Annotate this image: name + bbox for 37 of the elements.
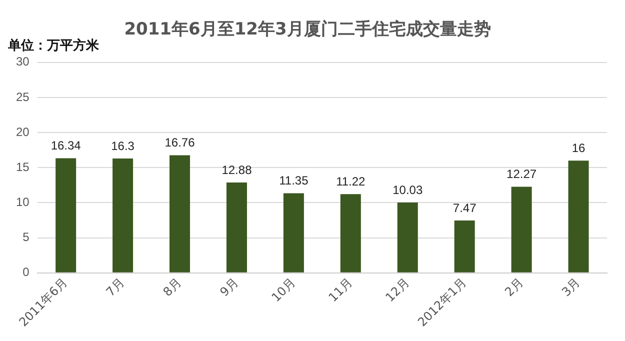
y-tick-label: 0 xyxy=(22,265,30,280)
x-tick-label: 2月 xyxy=(502,275,526,300)
bar xyxy=(397,202,418,272)
x-tick-label: 7月 xyxy=(103,275,128,300)
bar xyxy=(283,193,304,272)
x-tick-label: 12月 xyxy=(382,275,412,305)
data-label: 11.35 xyxy=(279,174,309,188)
y-axis-title: 单位：万平方米 xyxy=(7,37,100,54)
data-label: 7.47 xyxy=(452,200,477,215)
bar xyxy=(112,158,134,272)
y-tick-label: 10 xyxy=(16,195,30,210)
y-tick-label: 5 xyxy=(22,230,30,244)
data-label: 16.3 xyxy=(111,138,135,153)
x-tick-label: 9月 xyxy=(217,275,242,300)
x-tick-label: 8月 xyxy=(160,275,184,300)
bar xyxy=(226,182,247,272)
x-tick-label: 3月 xyxy=(559,275,583,300)
x-tick-label: 11月 xyxy=(326,275,355,305)
data-label: 11.22 xyxy=(336,174,366,188)
data-label: 16 xyxy=(572,140,586,155)
y-tick-label: 30 xyxy=(16,54,30,69)
y-tick-label: 15 xyxy=(16,160,30,174)
bar xyxy=(56,158,76,272)
bar xyxy=(170,155,190,272)
data-label: 16.34 xyxy=(50,138,82,153)
bar xyxy=(511,186,532,272)
data-label: 12.27 xyxy=(506,167,537,182)
data-label: 12.88 xyxy=(222,162,252,177)
data-label: 16.76 xyxy=(164,136,196,150)
bar xyxy=(454,220,475,272)
chart-title: 2011年6月至12年3月厦门二手住宅成交量走势 xyxy=(124,20,491,40)
x-tick-label: 10月 xyxy=(268,275,298,305)
bar xyxy=(568,160,589,272)
data-label: 10.03 xyxy=(392,182,423,197)
bar xyxy=(340,194,361,272)
y-tick-label: 25 xyxy=(16,90,30,104)
y-tick-label: 20 xyxy=(16,124,30,139)
